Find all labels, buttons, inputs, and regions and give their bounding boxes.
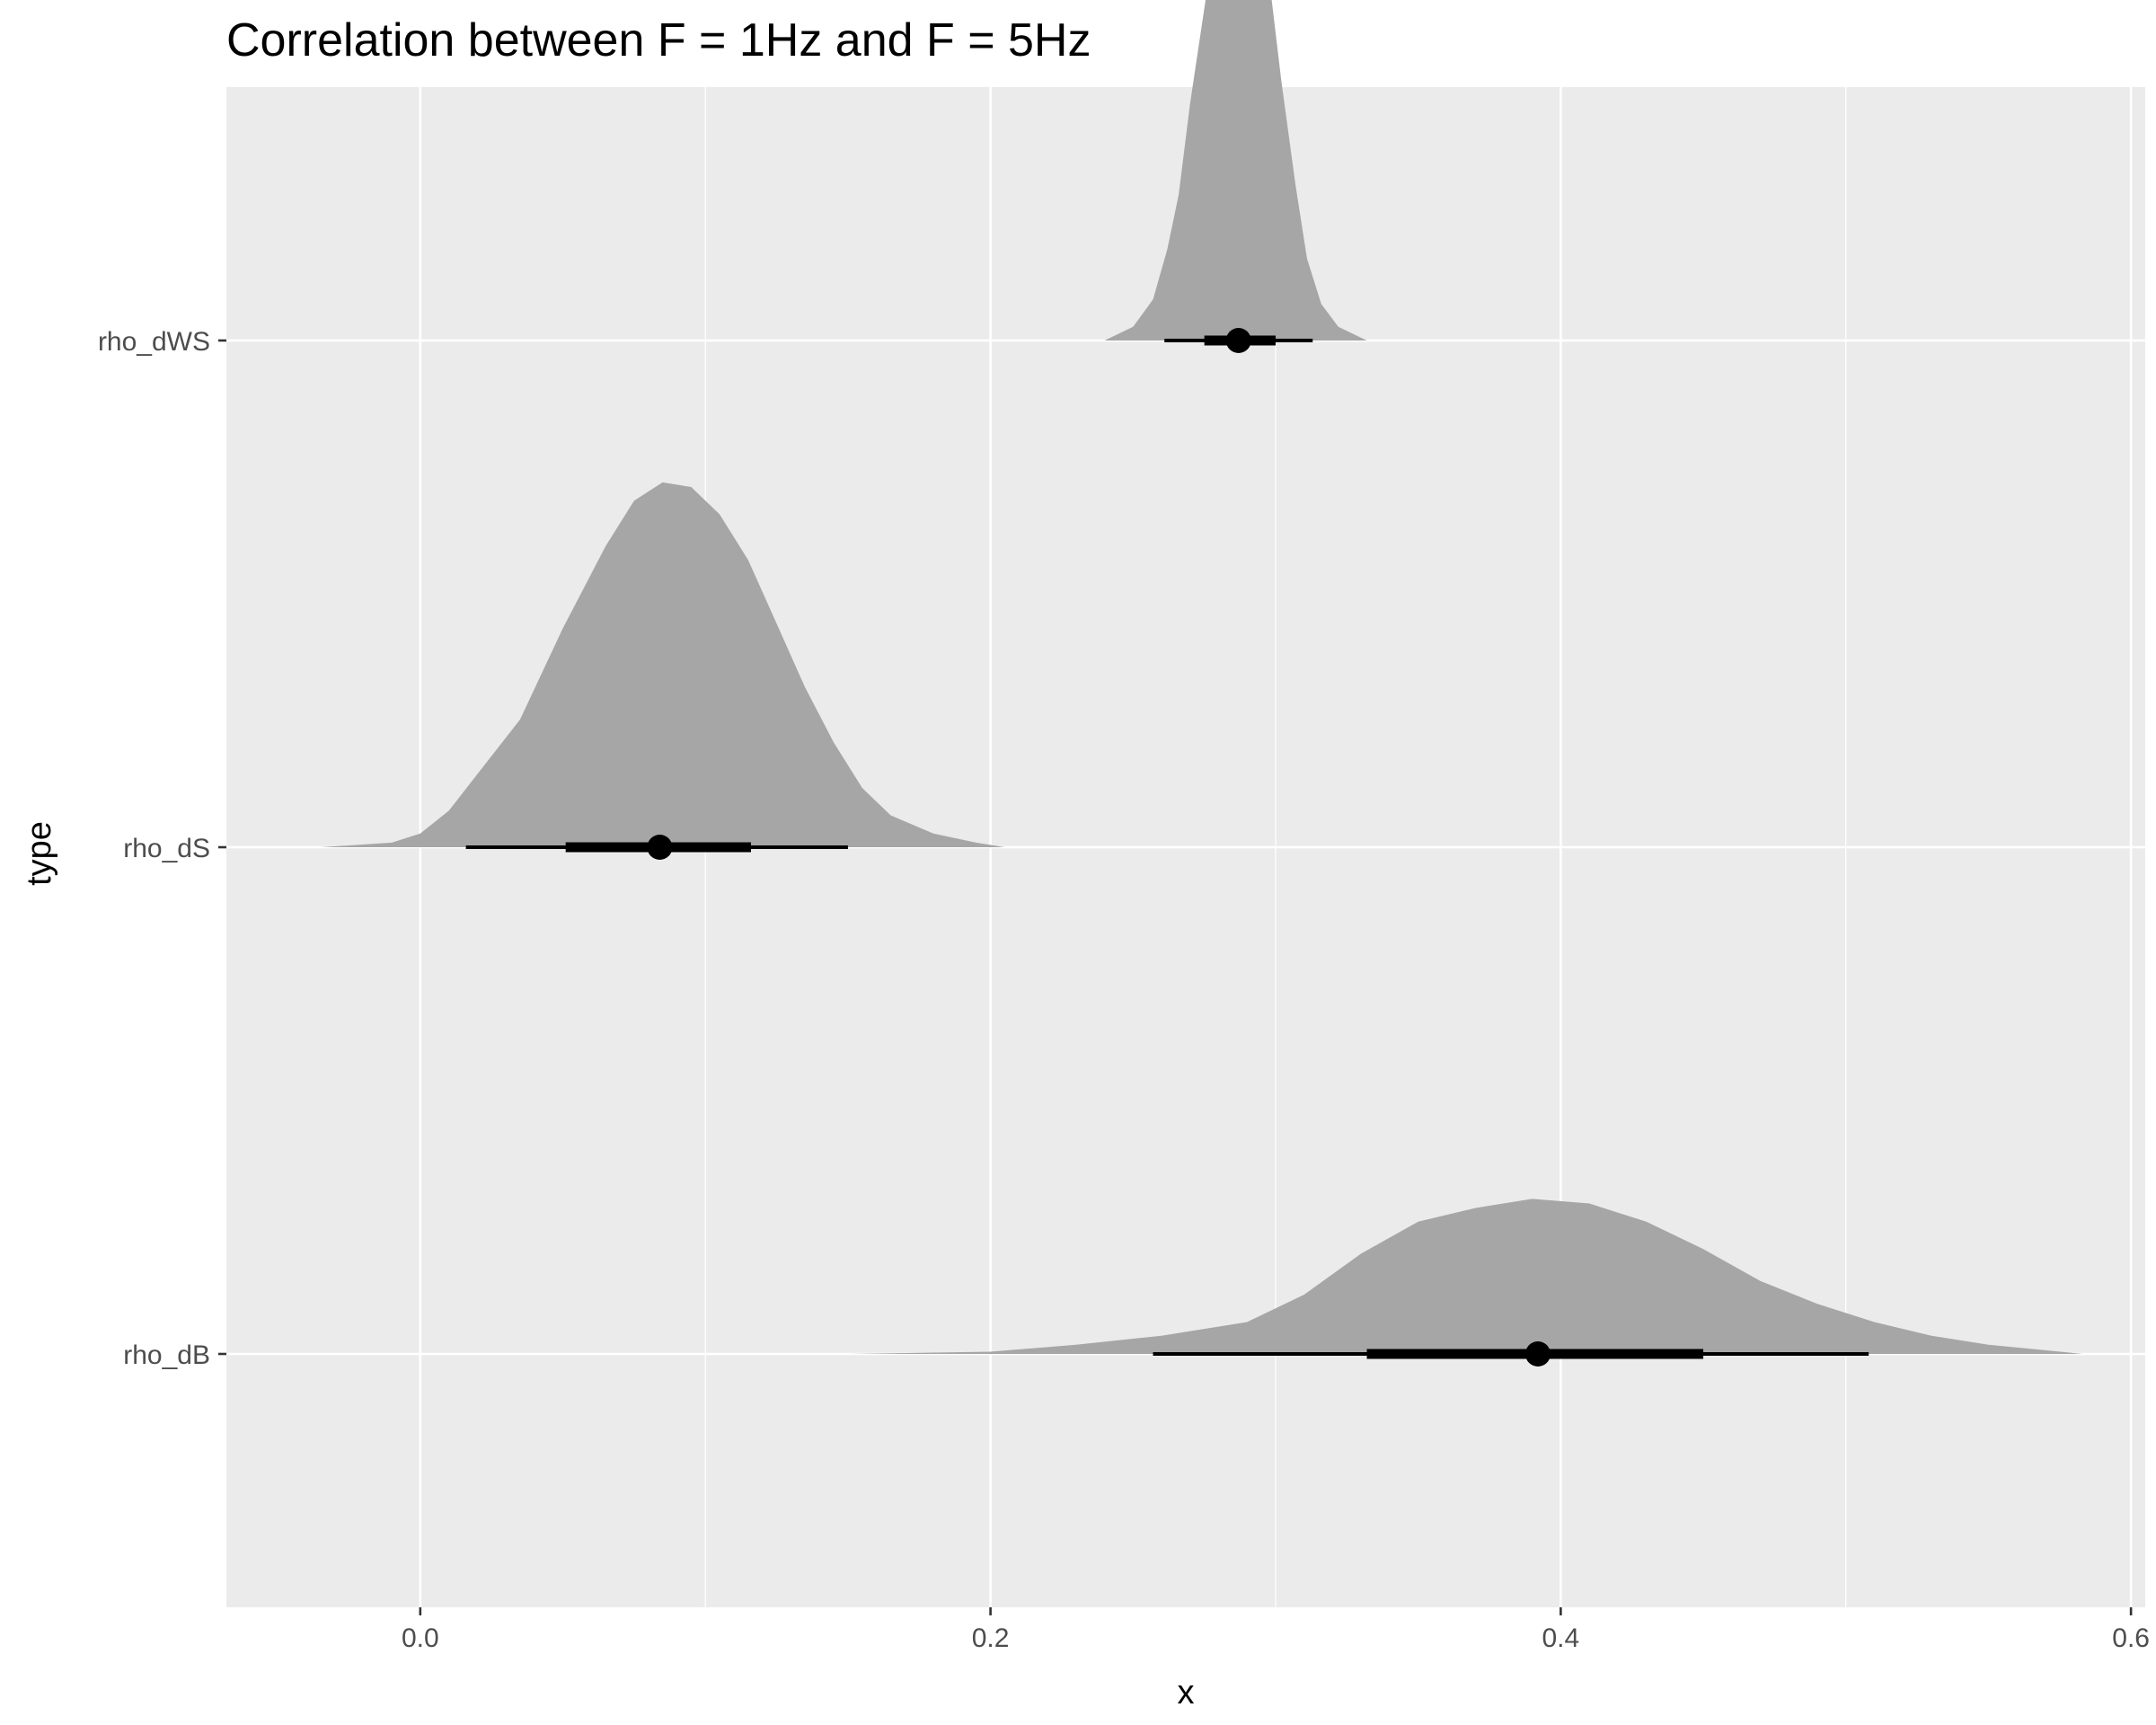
point-estimate-rho_dWS: [1225, 328, 1251, 353]
y-tick-label: rho_dB: [123, 1340, 210, 1370]
chart-title: Correlation between F = 1Hz and F = 5Hz: [226, 14, 1091, 66]
x-tick-label: 0.6: [2112, 1623, 2150, 1653]
y-tick-label: rho_dWS: [98, 327, 210, 357]
density-rho_dWS: [1104, 0, 1367, 341]
density-rho_dS: [320, 482, 1005, 847]
marks-layer: [320, 0, 2083, 1367]
y-tick-label: rho_dS: [123, 834, 210, 863]
point-estimate-rho_dS: [647, 835, 673, 860]
x-tick-label: 0.2: [972, 1623, 1010, 1653]
x-tick-label: 0.4: [1542, 1623, 1580, 1653]
x-axis-title: x: [1178, 1674, 1195, 1712]
axes-layer: 0.0 0.2 0.4 0.6 rho_dWS rho_dS rho_dB: [98, 327, 2150, 1653]
x-tick-label: 0.0: [402, 1623, 439, 1653]
y-axis-title: type: [21, 821, 58, 886]
point-estimate-rho_dB: [1524, 1341, 1551, 1367]
density-rho_dB: [847, 1199, 2083, 1354]
